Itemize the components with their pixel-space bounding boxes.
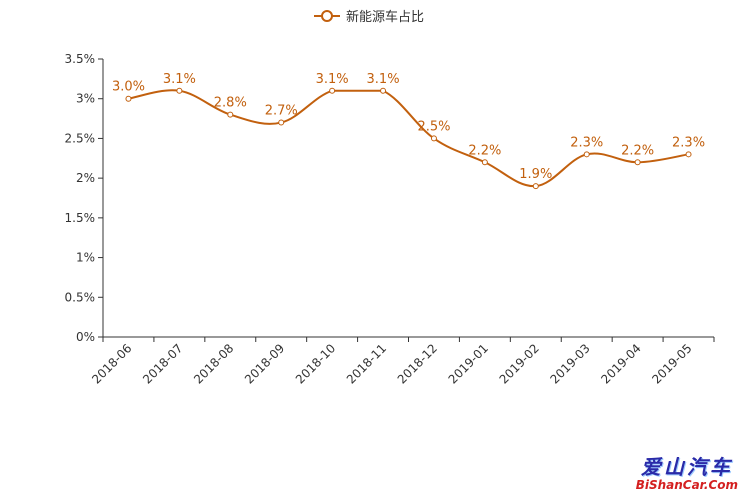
- data-point: [583, 151, 590, 158]
- series-line: [128, 89, 689, 188]
- x-tick-label: 2018-06: [89, 341, 134, 386]
- data-label: 3.1%: [163, 72, 196, 87]
- data-point: [685, 151, 692, 158]
- x-tick-label: 2019-03: [547, 341, 592, 386]
- data-label: 3.1%: [367, 72, 400, 87]
- data-label: 2.7%: [265, 104, 298, 119]
- data-label: 2.3%: [672, 135, 705, 150]
- x-tick-label: 2019-01: [446, 341, 491, 386]
- data-point: [481, 159, 488, 166]
- x-tick-label: 2018-10: [293, 341, 338, 386]
- y-tick-label: 2%: [76, 171, 95, 185]
- y-tick-label: 1%: [76, 251, 95, 265]
- data-point: [380, 87, 387, 94]
- data-point: [176, 87, 183, 94]
- legend-label: 新能源车占比: [346, 9, 424, 25]
- data-label: 1.9%: [519, 167, 552, 182]
- x-tick-label: 2018-12: [395, 341, 440, 386]
- data-point: [634, 159, 641, 166]
- y-tick-label: 0.5%: [65, 290, 96, 304]
- data-label: 3.1%: [316, 72, 349, 87]
- data-point: [532, 183, 539, 190]
- y-tick-label: 2.5%: [65, 131, 96, 145]
- y-tick-label: 0%: [76, 330, 95, 344]
- watermark-line1: 爱山汽车: [640, 455, 733, 479]
- data-point: [430, 135, 437, 142]
- x-tick-label: 2019-02: [497, 341, 542, 386]
- data-label: 3.0%: [112, 80, 145, 95]
- data-label: 2.2%: [621, 143, 654, 158]
- watermark-line2: BiShanCar.Com: [635, 478, 738, 492]
- data-point: [227, 111, 234, 118]
- x-tick-label: 2019-05: [649, 341, 694, 386]
- watermark-logo: 爱山汽车 BiShanCar.Com: [636, 451, 738, 492]
- x-tick-label: 2018-11: [344, 341, 389, 386]
- data-label: 2.5%: [417, 119, 450, 134]
- legend-marker-icon: [321, 10, 333, 22]
- x-tick-label: 2018-07: [140, 341, 185, 386]
- x-tick-label: 2019-04: [598, 341, 643, 386]
- y-tick-label: 3.5%: [65, 52, 96, 66]
- data-point: [125, 95, 132, 102]
- data-label: 2.3%: [570, 135, 603, 150]
- data-point: [278, 119, 285, 126]
- data-label: 2.8%: [214, 96, 247, 111]
- y-tick-label: 1.5%: [65, 211, 96, 225]
- x-tick-label: 2018-08: [191, 341, 236, 386]
- x-tick-label: 2018-09: [242, 341, 287, 386]
- data-label: 2.2%: [468, 143, 501, 158]
- y-tick-label: 3%: [76, 92, 95, 106]
- data-point: [329, 87, 336, 94]
